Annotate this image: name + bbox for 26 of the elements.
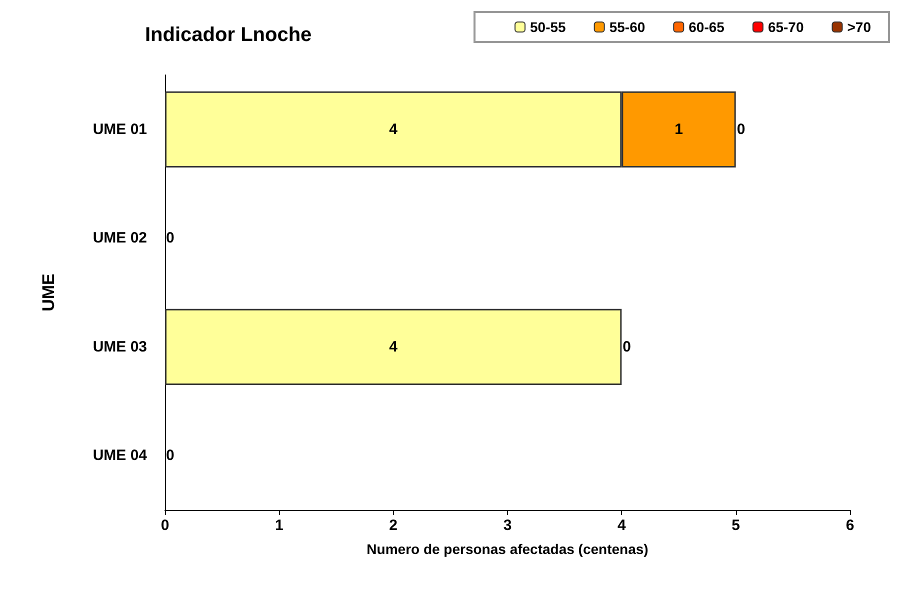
x-tick-label: 2: [389, 517, 398, 534]
legend-label: 55-60: [609, 19, 646, 35]
data-label: 0: [166, 230, 174, 247]
x-tick-label: 5: [732, 517, 740, 534]
x-tick-label: 0: [160, 517, 170, 534]
y-tick-label: UME 02: [92, 230, 147, 247]
legend-label: >70: [847, 19, 872, 35]
y-tick-label: UME 03: [92, 338, 147, 356]
legend-label: 50-55: [530, 19, 566, 35]
y-tick-label: UME 01: [92, 120, 147, 138]
data-label: 1: [674, 120, 683, 138]
chart-title: Indicador Lnoche: [145, 24, 312, 46]
x-tick-label: 6: [846, 517, 854, 534]
data-label: 4: [389, 338, 398, 356]
legend-label: 60-65: [688, 19, 725, 35]
x-tick-label: 4: [617, 517, 626, 534]
legend-label: 65-70: [768, 19, 804, 35]
data-label: 4: [389, 120, 398, 138]
y-axis-title: UME: [39, 274, 58, 312]
x-tick-label: 3: [503, 517, 512, 534]
data-label: 0: [736, 120, 746, 138]
x-axis-title: Numero de personas afectadas (centenas): [366, 541, 648, 557]
x-tick-label: 1: [274, 517, 284, 534]
data-label: 0: [166, 447, 174, 464]
data-label: 0: [622, 338, 632, 356]
y-tick-label: UME 04: [92, 447, 148, 464]
